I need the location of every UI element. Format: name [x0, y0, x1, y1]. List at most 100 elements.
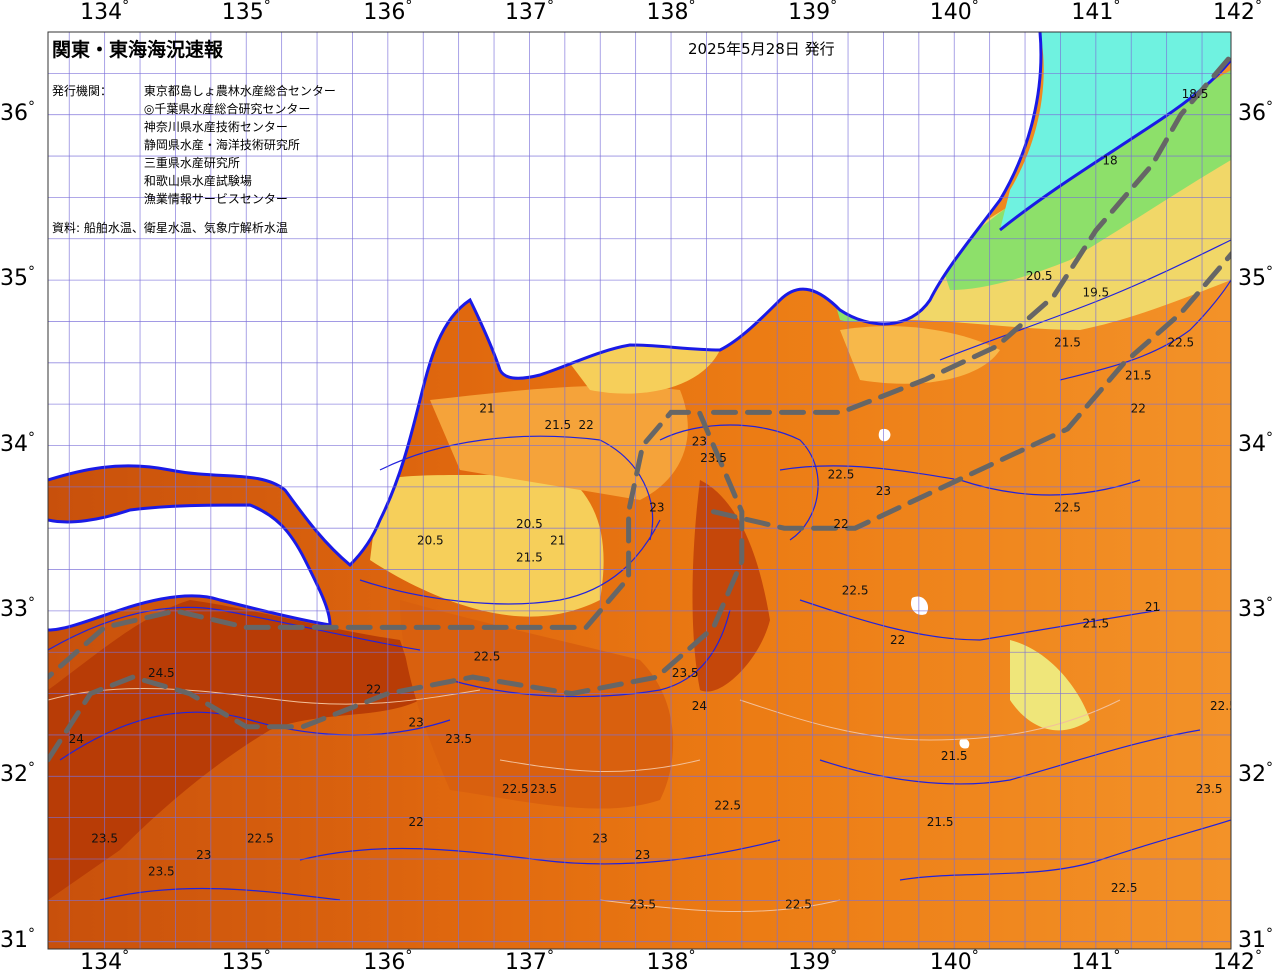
contour-label: 22.5 [247, 832, 274, 846]
longitude-label: 142° [1212, 948, 1262, 975]
isotherm-contours-light [48, 687, 1121, 913]
lat-lon-grid [48, 32, 1231, 949]
latitude-label: 31° [0, 925, 35, 953]
issuer-item: 漁業情報サービスセンター [143, 192, 288, 206]
contour-label: 22.5 [1054, 501, 1081, 515]
map-title: 関東・東海海況速報 [52, 39, 224, 61]
issuer-label: 発行機関： [52, 84, 113, 98]
contour-label: 23.5 [91, 832, 118, 846]
latitude-label: 34° [0, 429, 35, 457]
contour-label: 18 [1102, 153, 1117, 167]
latitude-label: 36° [1238, 98, 1273, 126]
contour-label: 22.5 [785, 898, 812, 912]
issue-date: 2025年5月28日 発行 [688, 40, 835, 58]
issuer-block: 発行機関： 東京都島しょ農林水産総合センター ◎千葉県水産総合研究センター 神奈… [52, 82, 336, 208]
contour-label: 23.5 [445, 732, 472, 746]
cool-coastal-region [1010, 640, 1090, 731]
coastline [48, 32, 1043, 568]
longitude-label: 135° [221, 0, 271, 25]
land-honshu [48, 32, 1041, 565]
contour-label: 23 [692, 435, 707, 449]
kuroshio-path [711, 52, 1231, 415]
longitude-label: 134° [80, 0, 130, 25]
cool-coastal-region [840, 326, 1000, 384]
cool-coastal-region [370, 470, 604, 617]
contour-label: 22 [409, 815, 424, 829]
issuer-item: 和歌山県水産試験場 [143, 174, 252, 188]
contour-label: 22 [366, 683, 381, 697]
issuer-list: 東京都島しょ農林水産総合センター ◎千葉県水産総合研究センター 神奈川県水産技術… [143, 82, 336, 208]
contour-label: 22 [1131, 401, 1146, 415]
contour-label: 22 [890, 633, 905, 647]
land-shikoku [48, 505, 330, 630]
contour-label: 23.5 [700, 451, 727, 465]
contour-label: 21 [1145, 600, 1160, 614]
longitude-label: 139° [788, 0, 838, 25]
coastline [999, 59, 1231, 232]
longitude-label: 138° [646, 948, 696, 975]
latitude-label: 34° [1238, 429, 1273, 457]
contour-label: 22.5 [842, 583, 869, 597]
land-izu-island [878, 428, 891, 442]
longitude-label: 139° [788, 948, 838, 975]
longitude-label: 137° [504, 0, 554, 25]
latitude-label: 32° [0, 760, 35, 788]
contour-labels: 21 21.5 22 20.5 20.5 21 21.5 23 23.5 23 22.5 23 22 22… [69, 87, 1237, 912]
contour-label: 23.5 [1196, 782, 1223, 796]
contour-label: 24.5 [148, 666, 175, 680]
contour-label: 22 [833, 517, 848, 531]
contour-label: 23.5 [530, 782, 557, 796]
contour-label: 21 [550, 534, 565, 548]
contour-label: 21.5 [1054, 335, 1081, 349]
longitude-label: 134° [80, 948, 130, 975]
issuer-item: 三重県水産研究所 [143, 156, 240, 170]
land-izu-island [910, 596, 929, 615]
contour-label: 20.5 [516, 517, 543, 531]
longitude-label: 136° [363, 0, 413, 25]
issuer-item: ◎千葉県水産総合研究センター [143, 102, 311, 116]
contour-label: 22 [578, 418, 593, 432]
contour-label: 20.5 [417, 534, 444, 548]
contour-label: 18.5 [1182, 87, 1209, 101]
contour-label: 24 [692, 699, 707, 713]
contour-label: 23.5 [148, 865, 175, 879]
longitude-label: 136° [363, 948, 413, 975]
contour-label: 22.5 [714, 798, 741, 812]
warm-core-region [48, 600, 420, 900]
longitude-label: 140° [929, 948, 979, 975]
longitude-label: 137° [504, 948, 554, 975]
contour-label: 22.5 [1111, 881, 1138, 895]
longitude-label: 141° [1071, 0, 1121, 25]
longitude-label: 135° [221, 948, 271, 975]
latitude-label: 36° [0, 98, 35, 126]
cold-water-region [940, 70, 1231, 290]
isotherm-contours [48, 239, 1231, 901]
latitude-label: 35° [1238, 264, 1273, 292]
contour-label: 23 [876, 484, 891, 498]
cool-coastal-region [430, 385, 688, 500]
contour-label: 21.5 [1125, 368, 1152, 382]
issuer-item: 静岡県水産・海洋技術研究所 [143, 138, 300, 152]
contour-label: 21.5 [927, 815, 954, 829]
contour-label: 21.5 [544, 418, 571, 432]
kuroshio-axis [48, 52, 1231, 763]
contour-label: 24 [69, 732, 84, 746]
latitude-label: 35° [0, 264, 35, 292]
contour-label: 23.5 [672, 666, 699, 680]
cold-water-region [1000, 32, 1231, 230]
contour-label: 23 [196, 848, 211, 862]
contour-label: 23 [649, 501, 664, 515]
contour-label: 22.5 [502, 782, 529, 796]
latitude-label: 33° [0, 594, 35, 622]
latitude-label: 33° [1238, 594, 1273, 622]
contour-label: 20.5 [1026, 269, 1053, 283]
longitude-label: 140° [929, 0, 979, 25]
contour-label: 23 [635, 848, 650, 862]
contour-label: 22.5 [1210, 699, 1237, 713]
latitude-label: 31° [1238, 925, 1273, 953]
land-izu-island [959, 738, 970, 749]
issuer-item: 神奈川県水産技術センター [143, 120, 288, 134]
kuroshio-path [711, 250, 1231, 531]
contour-label: 22.5 [828, 468, 855, 482]
longitude-label: 138° [646, 0, 696, 25]
